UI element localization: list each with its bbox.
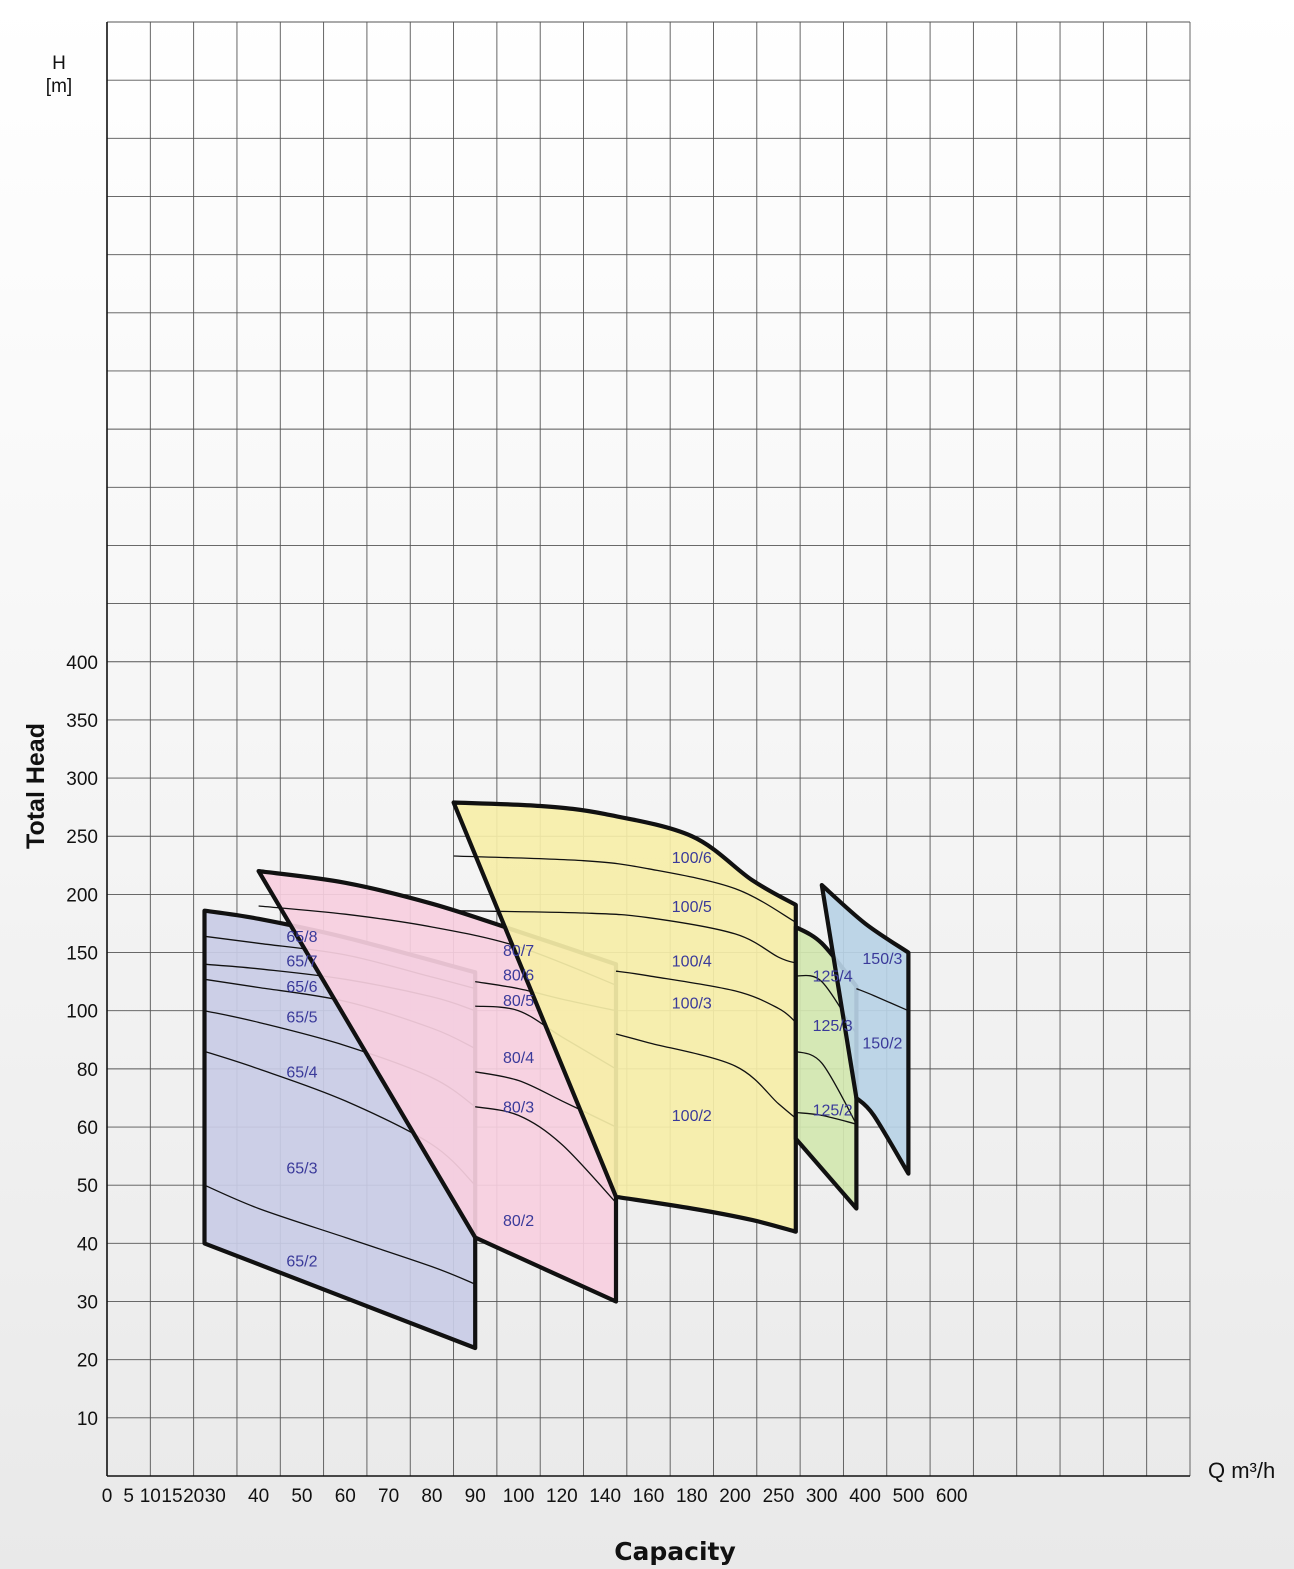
label-65-8: 65/8 (286, 929, 317, 946)
label-150-3: 150/3 (862, 951, 902, 968)
x-tick-label: 100 (503, 1486, 535, 1507)
x-tick-label: 60 (335, 1486, 356, 1507)
y-tick-label: 50 (77, 1176, 98, 1197)
label-100-4: 100/4 (672, 954, 712, 971)
label-125-4: 125/4 (813, 969, 853, 986)
y-tick-label: 200 (66, 885, 98, 906)
x-tick-label: 160 (633, 1486, 665, 1507)
x-tick-label: 140 (589, 1486, 621, 1507)
y-tick-label: 30 (77, 1293, 98, 1314)
x-tick-label: 500 (893, 1486, 925, 1507)
curve-125-2 (795, 1111, 857, 1125)
label-125-2: 125/2 (813, 1102, 853, 1119)
label-80-6: 80/6 (503, 967, 534, 984)
y-tick-label: 300 (66, 769, 98, 790)
x-tick-label: 400 (849, 1486, 881, 1507)
x-tick-label: 90 (465, 1486, 486, 1507)
y-tick-label: 40 (77, 1234, 98, 1255)
y-unit-m: [m] (46, 76, 72, 97)
pump-families (202, 800, 911, 1351)
curve-80-3 (475, 1106, 617, 1204)
label-80-7: 80/7 (503, 943, 534, 960)
label-80-2: 80/2 (503, 1213, 534, 1230)
x-tick-label: 300 (806, 1486, 838, 1507)
label-80-4: 80/4 (503, 1050, 534, 1067)
curve-150-3 (856, 987, 909, 1012)
label-65-5: 65/5 (286, 1009, 317, 1026)
x-tick-label: 180 (676, 1486, 708, 1507)
curve-100-3 (615, 1033, 797, 1119)
label-80-3: 80/3 (503, 1100, 534, 1117)
y-tick-label: 20 (77, 1351, 98, 1372)
y-tick-label: 80 (77, 1060, 98, 1081)
y-tick-label: 100 (66, 1002, 98, 1023)
x-tick-label: 120 (546, 1486, 578, 1507)
y-axis-label: Total Head (22, 723, 50, 849)
x-tick-label: 600 (936, 1486, 968, 1507)
label-100-5: 100/5 (672, 899, 712, 916)
x-tick-label: 5 (123, 1486, 134, 1507)
x-tick-label: 30 (205, 1486, 226, 1507)
x-tick-label: 20 (183, 1486, 204, 1507)
family-80-outline (256, 869, 619, 1304)
x-tick-label: 0 (102, 1486, 113, 1507)
curve-125-3 (795, 1050, 857, 1125)
x-tick-label: 200 (719, 1486, 751, 1507)
y-tick-label: 60 (77, 1118, 98, 1139)
curve-labels: 65/8 65/7 65/6 65/5 65/4 65/3 65/2 80/7 80/6 80/5… (286, 850, 902, 1271)
label-150-2: 150/2 (862, 1036, 902, 1053)
x-tick-label: 70 (378, 1486, 399, 1507)
curve-100-6 (453, 855, 797, 923)
y-unit-h: H (52, 53, 66, 74)
x-tick-label: 10 (140, 1486, 161, 1507)
chart-grid (106, 21, 1191, 1477)
x-unit-label: Q m³/h (1208, 1458, 1275, 1483)
label-65-7: 65/7 (286, 954, 317, 971)
label-100-6: 100/6 (672, 850, 712, 867)
family-150-outline (819, 883, 911, 1176)
y-tick-label: 10 (77, 1409, 98, 1430)
x-tick-label: 50 (291, 1486, 312, 1507)
x-tick-label: 40 (248, 1486, 269, 1507)
label-125-3: 125/3 (813, 1018, 853, 1035)
curve-100-4 (615, 970, 797, 1023)
label-65-2: 65/2 (286, 1254, 317, 1271)
label-100-3: 100/3 (672, 995, 712, 1012)
label-65-3: 65/3 (286, 1161, 317, 1178)
label-65-4: 65/4 (286, 1065, 317, 1082)
y-tick-label: 350 (66, 711, 98, 732)
curve-100-5 (453, 910, 796, 964)
y-tick-label: 150 (66, 944, 98, 965)
label-65-6: 65/6 (286, 979, 317, 996)
family-100-region (453, 802, 796, 1232)
label-80-5: 80/5 (503, 993, 534, 1010)
family-150 (819, 883, 911, 1176)
x-tick-label: 15 (161, 1486, 182, 1507)
family-100 (451, 800, 798, 1234)
x-axis-label: Capacity (614, 1537, 736, 1566)
curve-65-2 (204, 1184, 476, 1285)
family-150-region (821, 885, 909, 1174)
y-tick-label: 400 (66, 653, 98, 674)
x-tick-label: 250 (763, 1486, 795, 1507)
family-100-outline (451, 800, 798, 1234)
y-tick-label: 250 (66, 827, 98, 848)
x-tick-label: 80 (421, 1486, 442, 1507)
label-100-2: 100/2 (672, 1108, 712, 1125)
